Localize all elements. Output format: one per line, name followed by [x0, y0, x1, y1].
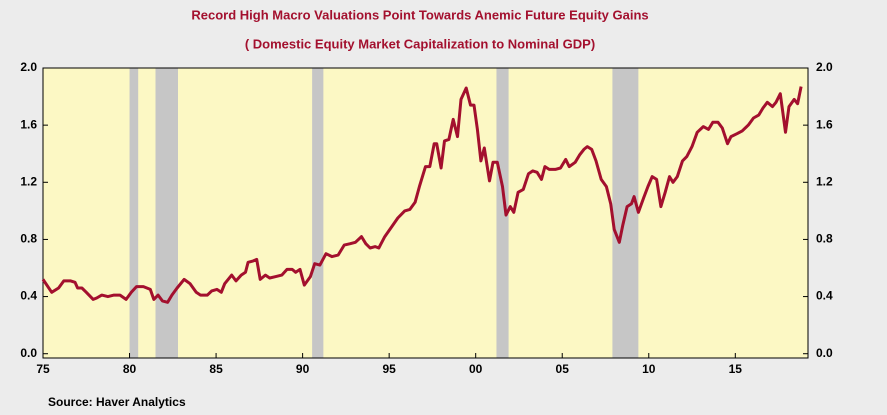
y2-tick-label: 0.8: [816, 232, 833, 246]
source-note: Source: Haver Analytics: [48, 395, 186, 409]
recession-band: [155, 68, 178, 358]
y2-tick-label: 0.0: [816, 346, 833, 360]
y-tick-label: 0.0: [20, 346, 37, 360]
y-tick-label: 1.2: [20, 174, 37, 188]
x-tick-label: 85: [209, 362, 223, 376]
recession-band: [496, 68, 509, 358]
x-tick-label: 75: [36, 362, 50, 376]
x-tick-label: 95: [382, 362, 396, 376]
y2-tick-label: 2.0: [816, 60, 833, 74]
y2-tick-label: 0.4: [816, 289, 833, 303]
x-tick-label: 10: [642, 362, 656, 376]
chart-subtitle: ( Domestic Equity Market Capitalization …: [245, 36, 595, 51]
recession-band: [312, 68, 324, 358]
y2-tick-label: 1.2: [816, 174, 833, 188]
x-tick-label: 05: [556, 362, 570, 376]
chart-title: Record High Macro Valuations Point Towar…: [191, 7, 648, 22]
y-tick-label: 1.6: [20, 117, 37, 131]
y-tick-label: 0.4: [20, 289, 37, 303]
x-tick-label: 80: [123, 362, 137, 376]
series-line: [41, 86, 803, 304]
y-tick-label: 0.8: [20, 232, 37, 246]
recession-band: [129, 68, 139, 358]
x-tick-label: 15: [729, 362, 743, 376]
y2-tick-label: 1.6: [816, 117, 833, 131]
y-tick-label: 2.0: [20, 60, 37, 74]
plot-frame: [42, 67, 809, 359]
x-tick-label: 00: [469, 362, 483, 376]
x-tick-label: 90: [296, 362, 310, 376]
